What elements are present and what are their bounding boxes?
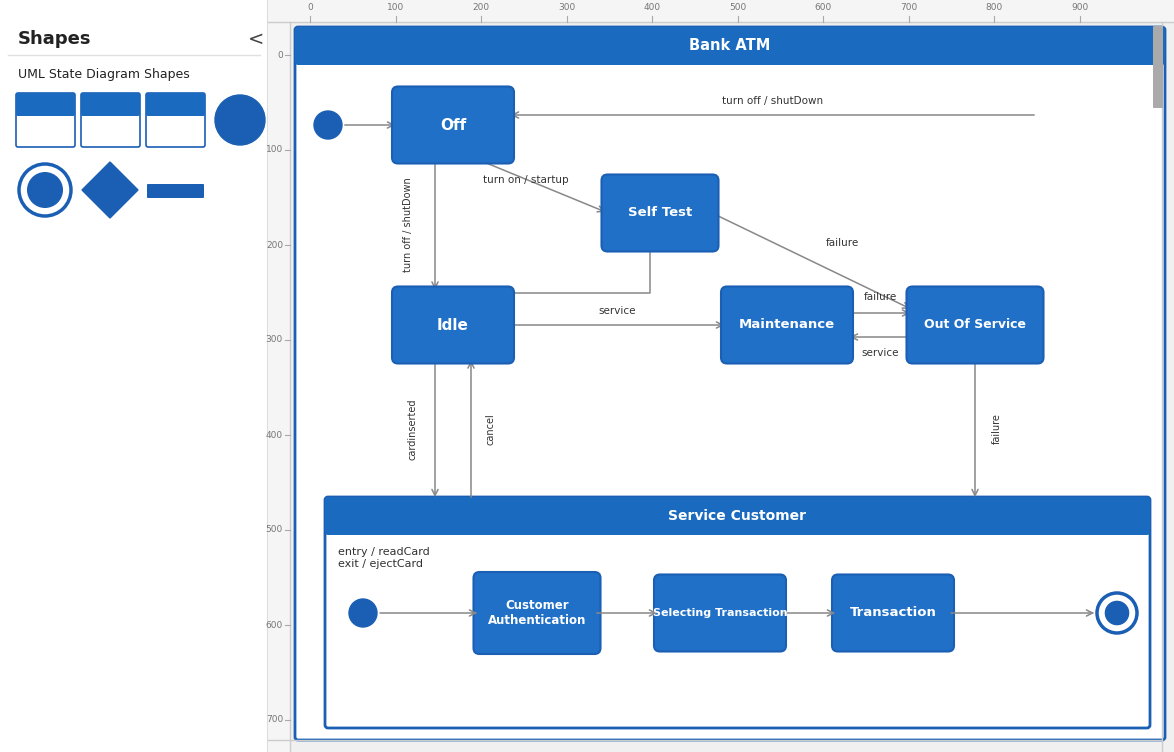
Text: 800: 800 bbox=[986, 3, 1003, 12]
Text: failure: failure bbox=[992, 414, 1001, 444]
FancyBboxPatch shape bbox=[147, 184, 204, 198]
Text: Idle: Idle bbox=[437, 317, 468, 332]
FancyBboxPatch shape bbox=[295, 27, 1165, 740]
Text: 200: 200 bbox=[265, 241, 283, 250]
Text: service: service bbox=[862, 348, 899, 358]
Text: Out Of Service: Out Of Service bbox=[924, 319, 1026, 332]
FancyBboxPatch shape bbox=[268, 0, 1174, 22]
Text: Maintenance: Maintenance bbox=[738, 319, 835, 332]
Text: Transaction: Transaction bbox=[850, 607, 937, 620]
Text: Off: Off bbox=[440, 117, 466, 132]
FancyBboxPatch shape bbox=[325, 497, 1151, 535]
Text: turn off / shutDown: turn off / shutDown bbox=[722, 96, 823, 106]
Circle shape bbox=[349, 599, 377, 627]
Text: 500: 500 bbox=[265, 526, 283, 535]
FancyBboxPatch shape bbox=[81, 93, 140, 116]
Text: 100: 100 bbox=[265, 145, 283, 154]
Text: Bank ATM: Bank ATM bbox=[689, 38, 770, 53]
FancyBboxPatch shape bbox=[392, 287, 514, 363]
Ellipse shape bbox=[19, 164, 70, 216]
FancyBboxPatch shape bbox=[81, 93, 140, 147]
Text: 0: 0 bbox=[277, 50, 283, 59]
Text: turn on / startup: turn on / startup bbox=[483, 175, 568, 185]
FancyBboxPatch shape bbox=[832, 575, 954, 651]
Text: turn off / shutDown: turn off / shutDown bbox=[403, 177, 413, 272]
Polygon shape bbox=[82, 162, 139, 218]
Text: cancel: cancel bbox=[486, 413, 495, 444]
Circle shape bbox=[1097, 593, 1136, 633]
FancyBboxPatch shape bbox=[601, 174, 718, 251]
Text: entry / readCard
exit / ejectCard: entry / readCard exit / ejectCard bbox=[338, 547, 430, 569]
FancyBboxPatch shape bbox=[906, 287, 1044, 363]
FancyBboxPatch shape bbox=[473, 572, 600, 654]
FancyBboxPatch shape bbox=[392, 86, 514, 163]
FancyBboxPatch shape bbox=[0, 0, 268, 752]
FancyBboxPatch shape bbox=[1153, 26, 1163, 108]
Text: 300: 300 bbox=[558, 3, 575, 12]
Text: Customer
Authentication: Customer Authentication bbox=[488, 599, 586, 627]
Text: 200: 200 bbox=[473, 3, 490, 12]
Text: Service Customer: Service Customer bbox=[668, 509, 807, 523]
Text: cardinserted: cardinserted bbox=[409, 398, 418, 459]
FancyBboxPatch shape bbox=[654, 575, 787, 651]
FancyBboxPatch shape bbox=[295, 27, 1165, 65]
FancyBboxPatch shape bbox=[325, 497, 1151, 728]
Text: 400: 400 bbox=[265, 430, 283, 439]
FancyBboxPatch shape bbox=[721, 287, 853, 363]
Text: Shapes: Shapes bbox=[18, 30, 92, 48]
Text: 100: 100 bbox=[387, 3, 404, 12]
FancyBboxPatch shape bbox=[16, 93, 75, 147]
Text: 700: 700 bbox=[265, 715, 283, 724]
Text: Selecting Transaction: Selecting Transaction bbox=[653, 608, 788, 618]
Ellipse shape bbox=[27, 172, 63, 208]
FancyBboxPatch shape bbox=[146, 93, 205, 147]
Text: 600: 600 bbox=[815, 3, 832, 12]
Text: Self Test: Self Test bbox=[628, 207, 693, 220]
Text: failure: failure bbox=[863, 292, 897, 302]
FancyBboxPatch shape bbox=[16, 93, 75, 116]
Ellipse shape bbox=[215, 95, 265, 145]
Text: UML State Diagram Shapes: UML State Diagram Shapes bbox=[18, 68, 190, 81]
Circle shape bbox=[313, 111, 342, 139]
Text: 700: 700 bbox=[900, 3, 918, 12]
Text: 0: 0 bbox=[308, 3, 313, 12]
Text: 600: 600 bbox=[265, 620, 283, 629]
FancyBboxPatch shape bbox=[268, 22, 290, 752]
Text: <: < bbox=[248, 30, 264, 49]
Text: 500: 500 bbox=[729, 3, 747, 12]
Circle shape bbox=[1106, 602, 1128, 625]
Text: 900: 900 bbox=[1072, 3, 1088, 12]
Text: service: service bbox=[599, 306, 636, 316]
Text: 400: 400 bbox=[643, 3, 661, 12]
Text: failure: failure bbox=[825, 238, 859, 248]
Text: 300: 300 bbox=[265, 335, 283, 344]
FancyBboxPatch shape bbox=[146, 93, 205, 116]
